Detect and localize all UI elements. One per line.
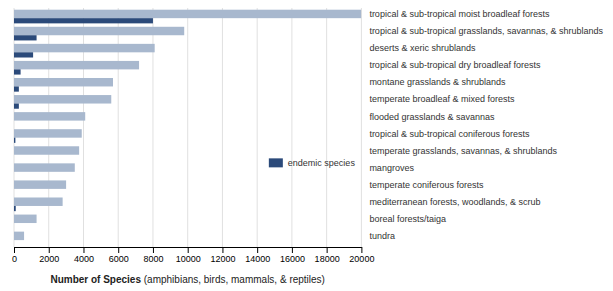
bars [14, 10, 361, 240]
tick-label: 18000 [315, 254, 340, 264]
bar-series [14, 18, 153, 211]
bar [14, 172, 15, 177]
legend: endemic species [269, 158, 356, 168]
bar [14, 129, 82, 137]
bar [14, 240, 15, 245]
tick: 0 [12, 247, 17, 264]
bar [14, 146, 79, 154]
tick-label: 0 [12, 254, 17, 264]
tick: 6000 [109, 247, 129, 264]
category-label: mediterranean forests, woodlands, & scru… [369, 197, 540, 207]
tick: 2000 [39, 247, 59, 264]
category-labels: tundra boreal forests/taiga mediterranean … [369, 9, 603, 241]
bar [14, 104, 19, 109]
category-label: tundra [369, 231, 395, 241]
bar [14, 95, 111, 103]
grid-line [187, 8, 188, 247]
bar [14, 44, 155, 52]
bar [14, 197, 63, 205]
tick-label: 2000 [39, 254, 59, 264]
tick: 14000 [245, 247, 270, 264]
tick-mark [188, 247, 189, 253]
bar [14, 61, 139, 69]
bar [14, 163, 75, 171]
tick-label: 20000 [349, 254, 374, 264]
chart: 0 2000 4000 6000 8000 10000 12000 14000 16000 180… [0, 0, 613, 291]
bar [14, 35, 37, 40]
bar [14, 232, 24, 240]
tick-label: 12000 [210, 254, 235, 264]
bar [14, 112, 85, 120]
tick-mark [257, 247, 258, 253]
category-label: flooded grasslands & savannas [369, 112, 495, 122]
bar-series [14, 10, 361, 240]
grid [14, 8, 361, 247]
legend-swatch [269, 158, 283, 167]
category-label: tropical & sub-tropical grasslands, sava… [369, 26, 603, 36]
tick: 10000 [176, 247, 201, 264]
bar [14, 180, 66, 188]
x-axis: 0 2000 4000 6000 8000 10000 12000 14000 16000 180… [12, 247, 374, 264]
bar [14, 223, 15, 228]
tick-mark [14, 247, 15, 253]
plot: 0 2000 4000 6000 8000 10000 12000 14000 16000 180… [12, 8, 604, 285]
bar [14, 86, 19, 91]
tick-mark [361, 247, 362, 253]
legend-label: endemic species [288, 158, 356, 168]
category-label: temperate broadleaf & mixed forests [369, 94, 515, 104]
tick-mark [153, 247, 154, 253]
category-label: boreal forests/taiga [369, 214, 446, 224]
tick-label: 6000 [109, 254, 129, 264]
bar [14, 78, 113, 86]
bar [14, 138, 15, 143]
bar [14, 18, 153, 23]
tick-mark [327, 247, 328, 253]
tick: 4000 [74, 247, 94, 264]
tick-mark [292, 247, 293, 253]
tick-label: 8000 [143, 254, 163, 264]
legend-item: endemic species [269, 158, 356, 168]
tick-mark [118, 247, 119, 253]
x-axis-label: Number of Species (amphibians, birds, ma… [50, 274, 325, 285]
bar [14, 69, 21, 74]
bar [14, 10, 361, 18]
grid-line [291, 8, 292, 247]
tick: 8000 [143, 247, 163, 264]
grid-line [361, 8, 362, 247]
tick-label: 4000 [74, 254, 94, 264]
tick-mark [222, 247, 223, 253]
tick-label: 14000 [245, 254, 270, 264]
bar [14, 155, 15, 160]
category-label: temperate grasslands, savannas, & shrubl… [369, 146, 557, 156]
tick: 16000 [280, 247, 305, 264]
grid-line [257, 8, 258, 247]
tick: 12000 [210, 247, 235, 264]
tick-label: 16000 [280, 254, 305, 264]
bar [14, 189, 15, 194]
category-label: tropical & sub-tropical coniferous fores… [369, 129, 530, 139]
category-label: temperate coniferous forests [369, 180, 484, 190]
chart-container: 0 2000 4000 6000 8000 10000 12000 14000 16000 180… [0, 0, 613, 291]
bar [14, 206, 16, 211]
category-label: deserts & xeric shrublands [369, 43, 476, 53]
category-label: mangroves [369, 163, 414, 173]
category-label: montane grasslands & shrublands [369, 77, 506, 87]
tick: 18000 [315, 247, 340, 264]
category-label: tropical & sub-tropical moist broadleaf … [369, 9, 550, 19]
bar [14, 121, 15, 126]
bar [14, 27, 184, 35]
tick: 20000 [349, 247, 374, 264]
tick-mark [49, 247, 50, 253]
tick-label: 10000 [176, 254, 201, 264]
tick-mark [83, 247, 84, 253]
grid-line [326, 8, 327, 247]
bar [14, 215, 37, 223]
bar [14, 52, 33, 57]
category-label: tropical & sub-tropical dry broadleaf fo… [369, 60, 541, 70]
grid-line [222, 8, 223, 247]
